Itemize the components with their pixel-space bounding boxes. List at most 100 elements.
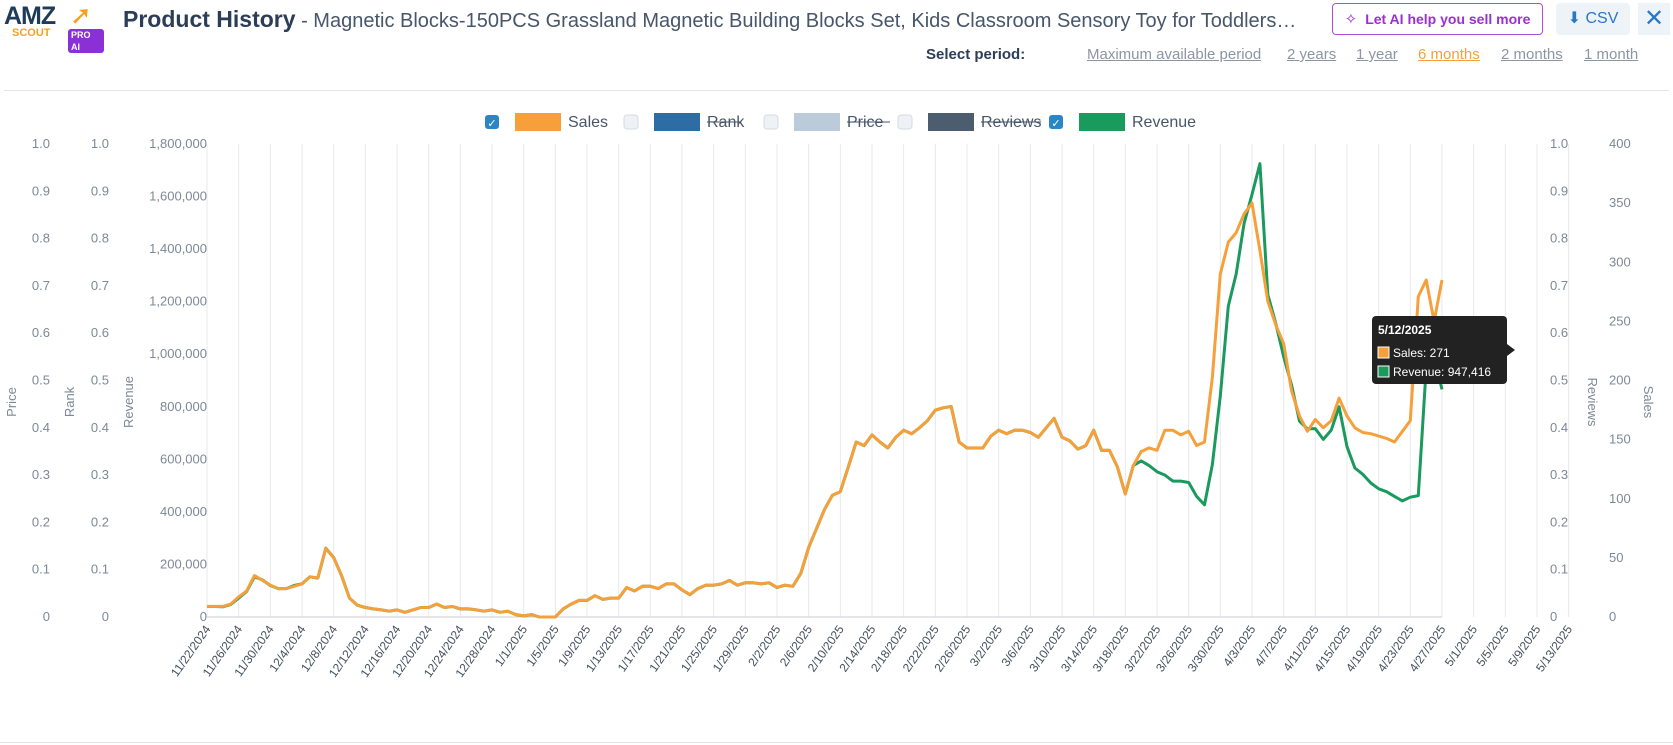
reviews-tick-label: 0.5 — [1550, 373, 1568, 388]
reviews-axis-title: Reviews — [1585, 377, 1600, 427]
sales-tick-label: 0 — [1609, 609, 1616, 624]
revenue-tick-label: 1,200,000 — [149, 294, 207, 309]
logo-pro-badge: PRO AI — [68, 29, 104, 53]
checkbox-checked — [1049, 115, 1063, 129]
sparkle-icon: ✧ — [1344, 11, 1358, 28]
rank-axis-title: Rank — [62, 386, 77, 417]
revenue-tick-label: 800,000 — [160, 399, 207, 414]
legend-swatch — [928, 113, 974, 131]
csv-label: CSV — [1585, 10, 1619, 27]
period-1-year[interactable]: 1 year — [1356, 46, 1398, 63]
period-2-years[interactable]: 2 years — [1287, 46, 1337, 63]
ai-help-label: Let AI help you sell more — [1365, 11, 1531, 27]
period-1-month[interactable]: 1 month — [1584, 46, 1639, 63]
legend-item-revenue[interactable]: ✓ Revenue — [1049, 113, 1196, 131]
ai-help-button[interactable]: ✧ Let AI help you sell more — [1332, 3, 1543, 35]
reviews-tick-label: 0.4 — [1550, 420, 1568, 435]
rank-tick-label: 0.1 — [91, 562, 109, 577]
rank-tick-label: 0.7 — [91, 278, 109, 293]
rank-tick-label: 0 — [102, 609, 109, 624]
price-tick-label: 0.1 — [32, 562, 50, 577]
revenue-tick-label: 1,400,000 — [149, 241, 207, 256]
sales-tick-label: 150 — [1609, 432, 1631, 447]
period-max[interactable]: Maximum available period — [1087, 46, 1262, 63]
period-2-months[interactable]: 2 months — [1501, 46, 1563, 63]
price-tick-label: 0.7 — [32, 278, 50, 293]
reviews-tick-label: 0.1 — [1550, 562, 1568, 577]
sales-tick-label: 100 — [1609, 491, 1631, 506]
reviews-tick-label: 0.2 — [1550, 514, 1568, 529]
tooltip-box — [1372, 316, 1507, 384]
legend-item-price[interactable]: Price — [763, 113, 890, 131]
price-tick-label: 1.0 — [32, 136, 50, 151]
price-tick-label: 0 — [43, 609, 50, 624]
revenue-tick-label: 1,600,000 — [149, 189, 207, 204]
checkbox-unchecked — [763, 114, 779, 130]
check-icon: ✓ — [1051, 118, 1060, 130]
sales-tick-label: 50 — [1609, 550, 1623, 565]
legend-swatch — [794, 113, 840, 131]
product-history-chart[interactable]: 11/22/202411/26/202411/30/202412/4/20241… — [0, 92, 1673, 742]
header-bar: AMZ ➚ SCOUT PRO AI Product History - Mag… — [0, 0, 1673, 90]
revenue-tick-label: 200,000 — [160, 556, 207, 571]
reviews-tick-label: 0.7 — [1550, 278, 1568, 293]
chart-tooltip: 5/12/2025 Sales: 271 Revenue: 947,416 — [1372, 316, 1515, 384]
chart-series — [206, 162, 1444, 619]
sales-tick-label: 300 — [1609, 254, 1631, 269]
chart-legend: ✓ Sales Rank Price Reviews ✓ Revenue — [485, 113, 1196, 131]
reviews-tick-label: 1.0 — [1550, 136, 1568, 151]
tooltip-revenue: Revenue: 947,416 — [1393, 365, 1491, 379]
reviews-tick-label: 0.6 — [1550, 325, 1568, 340]
period-6-months[interactable]: 6 months — [1418, 46, 1480, 63]
page-title: Product History - Magnetic Blocks-150PCS… — [123, 4, 1318, 36]
revenue-tick-label: 1,800,000 — [149, 136, 207, 151]
legend-item-rank[interactable]: Rank — [623, 113, 745, 131]
csv-download-button[interactable]: ⬇ CSV — [1556, 3, 1630, 35]
tooltip-sales-swatch — [1377, 346, 1390, 359]
rank-tick-label: 0.2 — [91, 514, 109, 529]
tooltip-pointer — [1507, 344, 1515, 356]
price-tick-label: 0.4 — [32, 420, 50, 435]
price-tick-label: 0.9 — [32, 183, 50, 198]
close-button[interactable]: ✕ — [1638, 3, 1670, 35]
legend-item-sales[interactable]: ✓ Sales — [485, 113, 608, 131]
rank-tick-label: 0.9 — [91, 183, 109, 198]
logo-wordmark: AMZ — [4, 2, 56, 30]
rank-tick-label: 0.4 — [91, 420, 109, 435]
rank-tick-label: 1.0 — [91, 136, 109, 151]
price-tick-label: 0.8 — [32, 231, 50, 246]
rank-tick-label: 0.5 — [91, 373, 109, 388]
rank-tick-label: 0.3 — [91, 467, 109, 482]
logo-subtitle: SCOUT — [12, 27, 51, 39]
legend-swatch — [515, 113, 561, 131]
product-name: - Magnetic Blocks-150PCS Grassland Magne… — [295, 10, 1297, 32]
reviews-tick-label: 0.9 — [1550, 183, 1568, 198]
amzscout-logo[interactable]: AMZ ➚ SCOUT PRO AI — [4, 0, 104, 53]
price-tick-label: 0.5 — [32, 373, 50, 388]
sales-tick-label: 350 — [1609, 195, 1631, 210]
reviews-tick-label: 0.3 — [1550, 467, 1568, 482]
checkbox-unchecked — [897, 114, 913, 130]
footer-divider — [0, 742, 1673, 743]
checkbox-checked — [485, 115, 499, 129]
rank-tick-label: 0.8 — [91, 231, 109, 246]
sales-tick-label: 200 — [1609, 373, 1631, 388]
chart-gridlines — [206, 144, 1570, 618]
legend-label: Revenue — [1132, 114, 1196, 131]
price-tick-label: 0.3 — [32, 467, 50, 482]
price-tick-label: 0.6 — [32, 325, 50, 340]
sales-tick-label: 400 — [1609, 136, 1631, 151]
reviews-tick-label: 0.8 — [1550, 231, 1568, 246]
reviews-tick-label: 0 — [1550, 609, 1557, 624]
revenue-tick-label: 400,000 — [160, 504, 207, 519]
revenue-tick-label: 0 — [200, 609, 207, 624]
check-icon: ✓ — [487, 118, 496, 130]
legend-swatch — [654, 113, 700, 131]
tooltip-sales: Sales: 271 — [1393, 346, 1450, 360]
legend-item-reviews[interactable]: Reviews — [897, 113, 1041, 131]
revenue-axis-title: Revenue — [121, 376, 136, 428]
revenue-tick-label: 600,000 — [160, 451, 207, 466]
tooltip-revenue-swatch — [1377, 365, 1390, 378]
sales-series-line — [207, 201, 1444, 619]
checkbox-unchecked — [623, 114, 639, 130]
